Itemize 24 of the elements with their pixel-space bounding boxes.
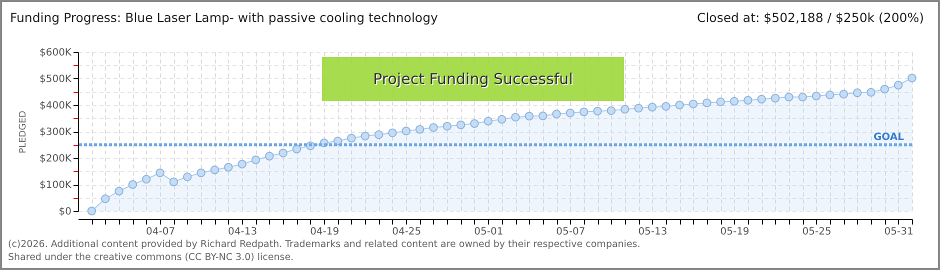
y-tick-label: $300K — [39, 127, 72, 138]
y-tick-label: $500K — [39, 74, 72, 85]
x-tick-label: 05-25 — [802, 226, 832, 238]
y-tick-label: $100K — [39, 180, 72, 191]
y-tick-label: $200K — [39, 154, 72, 164]
x-tick-label: 05-13 — [638, 226, 668, 238]
text: Shared under the creative commons (CC BY-NC 3.0) license. — [8, 251, 295, 264]
x-tick-label: 04-25 — [392, 226, 422, 238]
y-tick-label: $600K — [39, 48, 72, 58]
x-tick-label: 05-07 — [556, 226, 586, 238]
text: (c)2026. Additional content provided by Richard Redpath. Trademarks and related content are owned by their respective companies. — [8, 238, 640, 251]
ref-line-label: GOAL — [873, 132, 905, 143]
x-tick-label: 04-19 — [310, 226, 340, 238]
chart-subtitle: Closed at: $502,188 / $250k (200%) — [696, 10, 924, 25]
y-tick-label: $0 — [58, 206, 72, 218]
y-tick-label: $400K — [39, 100, 72, 112]
x-tick-label: 05-31 — [884, 226, 914, 238]
x-tick-label: 04-13 — [228, 226, 258, 238]
y-axis-title: PLEDGED — [18, 110, 28, 154]
x-tick-label: 04-07 — [146, 226, 176, 238]
x-tick-label: 05-19 — [720, 226, 750, 238]
x-tick-label: 05-01 — [474, 226, 504, 238]
chart-title: Funding Progress: Blue Laser Lamp- with passive cooling technology — [10, 10, 438, 25]
success-banner: Project Funding Successful — [322, 57, 624, 101]
